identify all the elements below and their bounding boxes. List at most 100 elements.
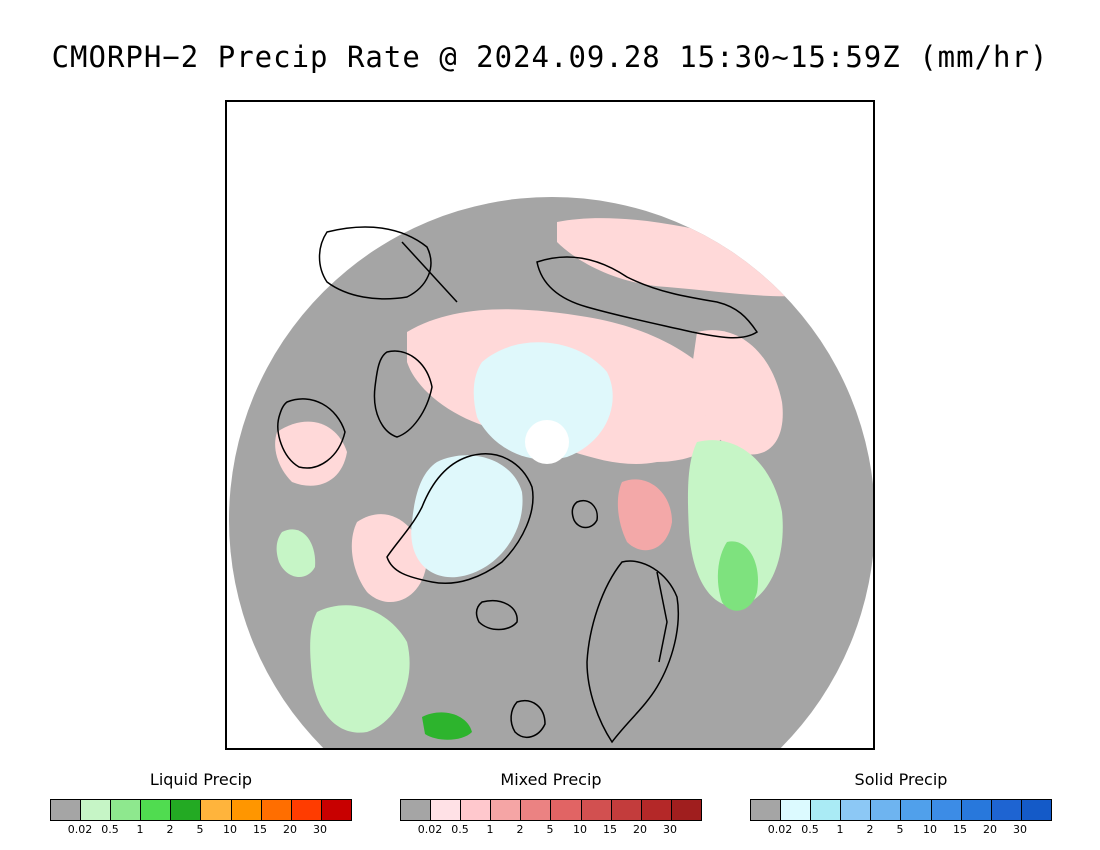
mixed-precip-region-north-pacific [478,117,587,166]
legend-tick-label: 20 [283,823,297,836]
siberia-coastline [536,256,759,339]
legend-swatch [671,800,701,820]
legend-swatch [201,800,232,820]
mixed-precip-region-canada [275,421,347,486]
legend-tick-label: 1 [836,823,844,836]
legend-tick-label: 20 [633,823,647,836]
legend-swatch [781,800,812,820]
legend-swatch [231,800,262,820]
coastlines [277,226,759,744]
russia-finland-border [656,571,668,663]
legend-tick-label: 0.5 [101,823,119,836]
mixed-precip-region-labrador [351,514,427,602]
polar-map-frame [225,100,875,750]
legend-swatch [611,800,642,820]
legend-swatch [1021,800,1051,820]
legend-swatch [171,800,202,820]
liquid-precip-region-russia-west [687,440,783,607]
legend-swatch [491,800,522,820]
uk-coastline [510,700,546,739]
liquid-precip-region-japan-sea [767,206,799,236]
legend-mixed-colorbar [400,799,702,821]
legend-swatch [641,800,672,820]
legend-tick-label: 5 [896,823,904,836]
legend-tick-label: 2 [166,823,174,836]
liquid-precip-region-east-europe [717,541,758,611]
mixed-precip-region-central-asia [692,330,783,455]
legend-swatch [581,800,612,820]
legend-liquid-ticks: 0.02 0.5 1 2 5 10 15 20 30 [50,821,350,837]
legend-swatch [141,800,172,820]
hudson-bay-coastline [277,398,346,469]
legend-solid-colorbar [750,799,1052,821]
legend-swatch [811,800,842,820]
legend-tick-label: 15 [953,823,967,836]
legend-tick-label: 15 [603,823,617,836]
legend-swatch [81,800,112,820]
map-title: CMORPH−2 Precip Rate @ 2024.09.28 15:30∼… [51,40,1049,74]
legend-mixed-ticks: 0.02 0.5 1 2 5 10 15 20 30 [400,821,700,837]
legend-swatch [51,800,82,820]
legend-tick-label: 0.02 [417,823,443,836]
legend-tick-label: 1 [486,823,494,836]
legend-tick-label: 20 [983,823,997,836]
legend-swatch [991,800,1022,820]
legend-tick-label: 0.02 [767,823,793,836]
legend-tick-label: 10 [923,823,937,836]
legend-swatch [291,800,322,820]
alaska-coastline [318,226,432,300]
legend-swatch [751,800,782,820]
liquid-precip-region-far-east [743,197,827,242]
liquid-precip-region-britain [422,712,472,740]
legend-tick-label: 5 [196,823,204,836]
polar-no-data-spot [525,420,569,464]
liquid-precip-region-alaska-coast [370,197,437,198]
polar-precip-map [229,117,873,748]
legend-tick-label: 5 [546,823,554,836]
legend-liquid-title: Liquid Precip [149,770,253,789]
legend-tick-label: 1 [136,823,144,836]
solid-precip-region-central-arctic [473,342,613,460]
legend-tick-label: 2 [866,823,874,836]
legend-swatch [261,800,292,820]
svalbard-coastline [571,500,598,529]
legend-swatch [551,800,582,820]
mixed-precip-region-siberia [557,218,827,297]
legend-swatch [321,800,351,820]
legend-swatch [461,800,492,820]
greenland-coastline [386,453,534,584]
canada-arctic-archipelago [373,350,433,438]
legend-swatch [871,800,902,820]
legend-liquid: Liquid Precip 0.02 0.5 1 2 5 10 15 20 30 [50,770,352,837]
solid-precip-region-greenland [411,455,523,578]
legend-tick-label: 15 [253,823,267,836]
legend-swatch [901,800,932,820]
legend-tick-label: 0.5 [451,823,469,836]
liquid-precip-region-hudson [276,529,316,578]
legend-tick-label: 2 [516,823,524,836]
legend-tick-label: 0.02 [67,823,93,836]
legend-swatch [841,800,872,820]
legend-tick-label: 10 [573,823,587,836]
iceland-coastline [475,600,518,631]
legend-mixed-title: Mixed Precip [500,770,602,789]
legend-swatch [931,800,962,820]
legend-tick-label: 30 [1013,823,1027,836]
legend-tick-label: 30 [663,823,677,836]
legend-swatch [961,800,992,820]
legend-swatch [111,800,142,820]
legend-swatch [521,800,552,820]
legend-tick-label: 0.5 [801,823,819,836]
legend-solid-title: Solid Precip [854,770,948,789]
legend-mixed: Mixed Precip 0.02 0.5 1 2 5 10 15 20 30 [400,770,702,837]
liquid-precip-region-north-atlantic [310,605,410,733]
legend-swatch [431,800,462,820]
legend-swatch [401,800,432,820]
legend-tick-label: 10 [223,823,237,836]
legend-tick-label: 30 [313,823,327,836]
dateline-border [401,241,458,303]
mixed-precip-region-norwegian-sea [617,479,672,551]
legend-solid-ticks: 0.02 0.5 1 2 5 10 15 20 30 [750,821,1050,837]
scandinavia-coastline [586,560,680,744]
legend-liquid-colorbar [50,799,352,821]
